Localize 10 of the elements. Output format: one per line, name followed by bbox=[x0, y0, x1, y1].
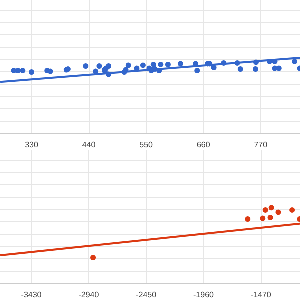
x-tick-label: 440 bbox=[82, 140, 96, 150]
x-tick-label: -3430 bbox=[21, 290, 42, 300]
x-tick-label: 330 bbox=[25, 140, 39, 150]
x-tick-label: -2940 bbox=[78, 290, 100, 300]
x-tick-label: 550 bbox=[140, 140, 154, 150]
x-tick-label: -1960 bbox=[194, 290, 215, 300]
x-tick-label: 660 bbox=[196, 140, 211, 150]
x-tick-label: 770 bbox=[254, 140, 268, 150]
x-tick-label: -1470 bbox=[250, 290, 272, 300]
x-tick-label: -2450 bbox=[136, 290, 158, 300]
